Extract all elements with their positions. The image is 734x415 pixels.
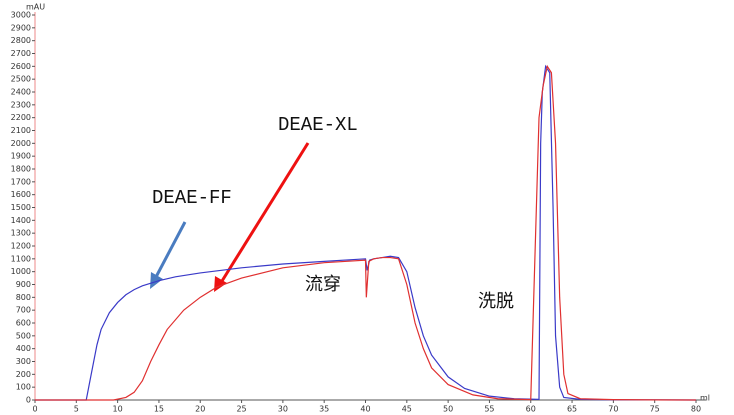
y-tick-label: 2200 (11, 113, 31, 122)
y-tick-label: 100 (16, 383, 31, 392)
x-tick-label: 30 (278, 405, 288, 414)
x-tick-label: 20 (195, 405, 205, 414)
y-tick-label: 3000 (11, 11, 31, 20)
x-tick-label: 10 (113, 405, 123, 414)
y-tick-label: 0 (26, 396, 31, 405)
y-tick-label: 1700 (11, 177, 31, 186)
y-tick-label: 900 (16, 280, 31, 289)
y-tick-label: 2600 (11, 62, 31, 71)
y-tick-label: 2400 (11, 88, 31, 97)
x-axis-label: ml (700, 394, 710, 403)
x-tick-label: 65 (567, 405, 577, 414)
x-tick-label: 25 (236, 405, 246, 414)
y-tick-label: 600 (16, 319, 31, 328)
y-tick-label: 1300 (11, 229, 31, 238)
x-tick-label: 70 (608, 405, 618, 414)
y-tick-label: 200 (16, 370, 31, 379)
y-tick-label: 2500 (11, 75, 31, 84)
x-tick-label: 60 (526, 405, 536, 414)
arrow (214, 142, 310, 292)
x-tick-label: 35 (319, 405, 329, 414)
y-tick-label: 2700 (11, 49, 31, 58)
y-tick-label: 300 (16, 357, 31, 366)
x-tick-label: 15 (154, 405, 164, 414)
series-label: DEAE-FF (152, 187, 232, 209)
arrow (150, 221, 187, 289)
data-line (35, 64, 697, 401)
y-tick-label: 2300 (11, 100, 31, 109)
y-tick-label: 2000 (11, 139, 31, 148)
series-label: DEAE-XL (278, 114, 358, 136)
y-tick-label: 1600 (11, 190, 31, 199)
y-tick-label: 2100 (11, 126, 31, 135)
x-tick-label: 45 (402, 405, 412, 414)
y-tick-label: 1400 (11, 216, 31, 225)
data-line (35, 64, 697, 401)
annotation: 流穿 (305, 274, 341, 295)
x-tick-label: 0 (32, 405, 37, 414)
x-tick-label: 5 (74, 405, 79, 414)
y-axis-label: mAU (26, 3, 45, 12)
y-tick-label: 1100 (11, 254, 31, 263)
y-tick-label: 800 (16, 293, 31, 302)
y-tick-label: 700 (16, 306, 31, 315)
annotation: 洗脱 (478, 291, 514, 312)
y-tick-label: 1900 (11, 152, 31, 161)
y-tick-label: 1800 (11, 165, 31, 174)
y-tick-label: 500 (16, 331, 31, 340)
y-tick-label: 1500 (11, 203, 31, 212)
y-tick-label: 2900 (11, 23, 31, 32)
x-tick-label: 50 (443, 405, 453, 414)
y-tick-label: 400 (16, 344, 31, 353)
y-tick-label: 2800 (11, 36, 31, 45)
x-tick-label: 75 (650, 405, 660, 414)
x-tick-label: 40 (360, 405, 370, 414)
y-tick-label: 1000 (11, 267, 31, 276)
y-tick-label: 1200 (11, 242, 31, 251)
x-tick-label: 80 (691, 405, 701, 414)
x-tick-label: 55 (484, 405, 494, 414)
